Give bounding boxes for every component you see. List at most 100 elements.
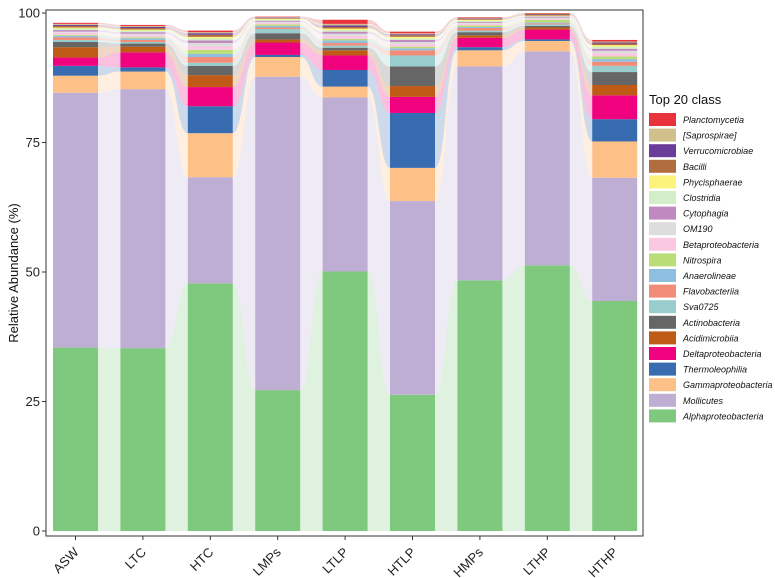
band-nitrospira-ltlp-htlp [367,38,390,49]
bar-segment-thermoleophilia-lmps [255,54,301,58]
band-deltaproteobacteria-ltc-htc [165,52,188,107]
band-bacilli-hmps-lthp [502,14,525,20]
band-anaerolineae-htc-lmps [232,25,256,58]
band-verrucomicrobiae-htc-lmps [232,17,256,35]
band-clostridia-ltc-htc [165,30,188,41]
bar-segment-planctomycetia-asw [53,22,98,24]
bar-segment-alphaproteobacteria-hthp [592,301,638,531]
band-betaproteobacteria-asw-ltc [98,32,121,38]
band-verrucomicrobiae-ltc-htc [165,26,188,35]
band-gammaproteobacteria-lthp-hthp [569,40,593,178]
alluvial-bands [98,13,593,531]
band-actinobacteria-htc-lmps [232,33,256,76]
legend-title: Top 20 class [649,92,722,107]
band-saprospirae-ltc-htc [165,25,188,34]
bar-segment-thermoleophilia-hmps [457,47,503,51]
band-clostridia-htc-lmps [232,19,256,41]
band-planctomycetia-asw-ltc [98,22,121,26]
bar-segment-acidimicrobiia-hmps [457,35,503,38]
legend-swatch-cytophagia [649,206,676,220]
band-gammaproteobacteria-htlp-hmps [435,50,458,202]
bar-segment-nitrospira-ltc [120,37,166,39]
bar-segment-sva0725-asw [53,39,98,43]
band-sva0725-htc-lmps [232,29,256,66]
bar-segment-clostridia-lthp [524,16,570,17]
band-betaproteobacteria-ltc-htc [165,35,188,50]
band-thermoleophilia-asw-ltc [98,65,121,76]
legend-label-nitrospira: Nitrospira [683,255,722,265]
band-planctomycetia-lthp-hthp [569,13,593,42]
band-bacilli-lthp-hthp [569,14,593,46]
band-om190-htlp-hmps [435,22,458,45]
bar-segment-thermoleophilia-ltc [120,67,166,72]
bar-segment-bacilli-hmps [457,18,503,20]
band-phycisphaerae-ltc-htc [165,29,188,39]
band-verrucomicrobiae-lthp-hthp [569,14,593,44]
band-clostridia-hmps-lthp [502,16,525,22]
bar-segment-saprospirae-htlp [390,33,435,35]
bar-segment-acidimicrobiia-ltlp [322,50,368,56]
bar-segment-acidimicrobiia-lthp [524,27,570,30]
band-alphaproteobacteria-htlp-hmps [435,280,458,531]
bar-segment-alphaproteobacteria-htlp [390,394,435,531]
bar-stack-hthp [592,39,638,531]
band-om190-lmps-ltlp [300,21,323,36]
legend-swatch-sva0725 [649,300,676,314]
bar-segment-sva0725-hmps [457,30,503,33]
bar-segment-phycisphaerae-ltlp [322,28,368,31]
bar-segment-mollicutes-hthp [592,177,638,302]
band-phycisphaerae-hmps-lthp [502,15,525,21]
band-saprospirae-htlp-hmps [435,17,458,35]
bar-segment-cytophagia-hmps [457,21,503,23]
bar-segment-clostridia-ltc [120,30,166,33]
bar-segment-mollicutes-htlp [390,201,435,395]
bar-segment-thermoleophilia-htlp [390,112,435,168]
band-anaerolineae-htlp-hmps [435,26,458,51]
legend-label-betaproteobacteria: Betaproteobacteria [683,240,759,250]
bar-segment-mollicutes-htc [187,177,233,284]
bar-segment-nitrospira-htlp [390,46,435,49]
band-nitrospira-asw-ltc [98,34,121,39]
x-tick-label-htlp: HTLP [385,545,419,578]
bar-segment-flavobacteriia-htlp [390,50,435,56]
band-nitrospira-htlp-hmps [435,25,458,49]
band-acidimicrobiia-ltc-htc [165,46,188,88]
band-acidimicrobiia-hmps-lthp [502,27,525,38]
bar-segment-cytophagia-lmps [255,20,301,22]
band-thermoleophilia-ltlp-htlp [367,69,390,168]
bar-segment-verrucomicrobiae-ltlp [322,25,368,27]
bar-segment-saprospirae-asw [53,23,98,25]
band-clostridia-asw-ltc [98,28,121,33]
band-planctomycetia-ltc-htc [165,24,188,33]
bar-segment-betaproteobacteria-ltlp [322,35,368,39]
band-planctomycetia-ltlp-htlp [367,19,390,34]
legend-label-thermoleophilia: Thermoleophilia [683,365,747,375]
x-tick-label-lthp: LTHP [520,545,553,578]
bar-segment-actinobacteria-hmps [457,32,503,36]
band-phycisphaerae-ltlp-htlp [367,28,390,39]
bar-segment-bacilli-htlp [390,35,435,37]
band-phycisphaerae-lthp-hthp [569,15,593,47]
band-flavobacteriia-hmps-lthp [502,23,525,31]
bar-segment-verrucomicrobiae-hmps [457,18,503,19]
band-sva0725-lthp-hthp [569,24,593,73]
bar-segment-om190-htlp [390,42,435,45]
band-saprospirae-asw-ltc [98,23,121,27]
bar-segment-anaerolineae-lmps [255,25,301,28]
band-sva0725-htlp-hmps [435,30,458,67]
bar-stack-asw [53,22,98,531]
legend-label-bacilli: Bacilli [683,162,708,172]
bar-segment-nitrospira-hthp [592,56,638,60]
bar-segment-gammaproteobacteria-ltlp [322,86,368,98]
bar-segment-actinobacteria-hthp [592,72,638,86]
y-tick-label: 50 [26,265,40,280]
bar-segment-planctomycetia-lthp [524,13,570,14]
band-deltaproteobacteria-hmps-lthp [502,29,525,48]
band-acidimicrobiia-htlp-hmps [435,35,458,97]
legend-label-anaerolineae: Anaerolineae [682,271,736,281]
band-betaproteobacteria-hmps-lthp [502,18,525,26]
bar-segment-phycisphaerae-lmps [255,18,301,20]
band-sva0725-lmps-ltlp [300,29,323,48]
band-mollicutes-asw-ltc [98,89,121,349]
bar-segment-betaproteobacteria-htc [187,46,233,50]
